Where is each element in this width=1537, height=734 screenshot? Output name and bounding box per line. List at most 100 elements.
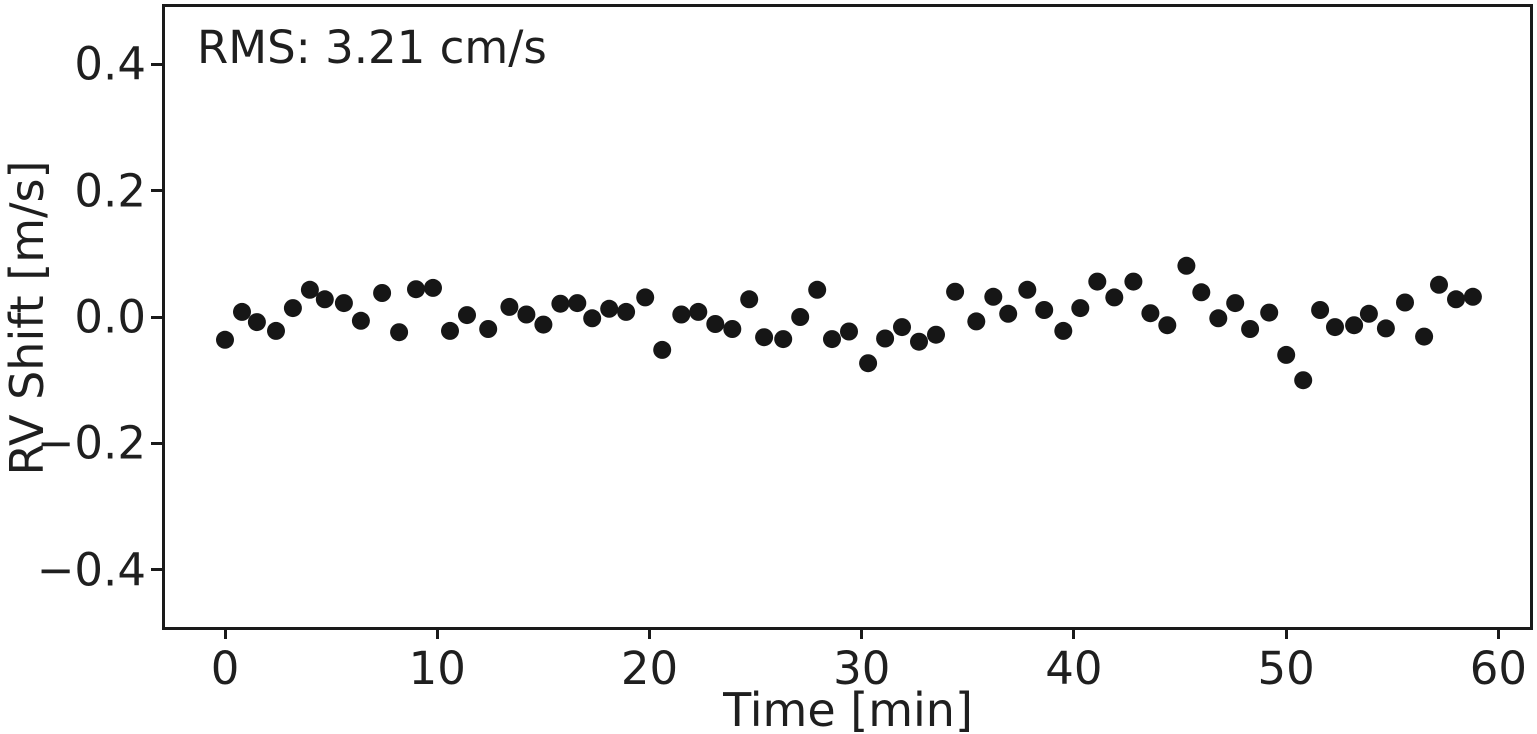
data-point [859, 354, 878, 373]
data-point [1158, 316, 1177, 335]
data-point [583, 309, 602, 328]
data-point [740, 290, 759, 309]
scatter-points-layer [216, 256, 1482, 390]
x-tick-label: 10 [408, 642, 466, 695]
data-point [216, 330, 234, 349]
data-point [441, 321, 459, 340]
data-point [1430, 275, 1448, 294]
data-point [967, 312, 986, 331]
y-tick-label: 0.4 [74, 37, 146, 91]
x-tick-mark [223, 628, 227, 639]
data-point [479, 320, 498, 338]
data-point [334, 294, 353, 313]
y-tick-label: 0.0 [74, 290, 146, 344]
x-axis-label: Time [min] [723, 683, 973, 734]
data-point [1260, 303, 1279, 322]
data-point [283, 299, 302, 318]
data-point [653, 340, 672, 359]
data-point [315, 290, 334, 309]
data-point [1105, 288, 1124, 307]
x-tick-mark [1072, 628, 1076, 639]
data-point [927, 325, 945, 344]
data-point [1277, 345, 1296, 364]
x-tick-label: 60 [1469, 642, 1528, 695]
data-point [1141, 304, 1160, 323]
data-point [500, 297, 519, 316]
x-tick-label: 0 [210, 642, 240, 695]
data-point [267, 321, 285, 340]
data-point [1447, 290, 1465, 309]
data-point [755, 328, 774, 347]
data-point [946, 282, 965, 301]
data-point [706, 315, 725, 333]
data-point [1294, 371, 1313, 390]
data-point [1345, 316, 1364, 335]
data-point [1241, 320, 1260, 338]
x-tick-label: 30 [833, 642, 891, 695]
data-point [840, 322, 858, 341]
data-point [233, 302, 251, 321]
x-tick-mark [647, 628, 651, 639]
data-point [876, 329, 895, 348]
data-point [551, 294, 570, 313]
data-point [1124, 272, 1143, 291]
data-point [636, 288, 655, 307]
x-tick-label: 50 [1257, 642, 1315, 695]
data-point [617, 302, 636, 321]
data-point [823, 330, 841, 349]
x-tick-mark [1496, 628, 1500, 639]
data-point [1226, 294, 1245, 313]
y-tick-label: −0.4 [36, 543, 146, 597]
data-point [689, 302, 708, 321]
data-point [999, 304, 1018, 323]
y-tick-mark [151, 441, 162, 445]
data-point [723, 320, 742, 338]
data-point [534, 315, 553, 334]
data-point [1054, 321, 1073, 340]
data-point [1177, 256, 1196, 275]
data-point [568, 294, 587, 313]
data-point [390, 323, 409, 342]
data-point [1071, 299, 1090, 318]
data-point [300, 280, 319, 299]
data-point [1376, 319, 1395, 338]
y-tick-mark [151, 315, 162, 319]
data-point [517, 305, 536, 324]
data-point [791, 308, 810, 326]
x-tick-mark [1284, 628, 1288, 639]
data-point [407, 280, 425, 299]
x-tick-label: 40 [1045, 642, 1103, 695]
data-point [1035, 301, 1054, 319]
data-point [600, 299, 619, 318]
y-tick-mark [151, 62, 162, 66]
data-point [910, 332, 928, 351]
x-tick-label: 20 [620, 642, 679, 695]
data-point [424, 278, 442, 297]
y-axis-label: RV Shift [m/s] [0, 160, 54, 476]
data-point [984, 287, 1003, 306]
data-point [672, 305, 691, 324]
data-point [1018, 280, 1037, 299]
y-tick-mark [151, 568, 162, 572]
data-point [1311, 301, 1330, 319]
data-point [1209, 309, 1228, 328]
data-point [1192, 283, 1211, 302]
data-point [1396, 293, 1414, 312]
x-tick-mark [860, 628, 864, 639]
x-tick-mark [435, 628, 439, 639]
rms-annotation: RMS: 3.21 cm/s [197, 21, 547, 74]
data-point [774, 330, 793, 349]
y-tick-label: −0.2 [36, 416, 146, 470]
data-point [351, 311, 370, 330]
plot-area: RMS: 3.21 cm/s [162, 4, 1533, 630]
data-point [808, 280, 827, 299]
data-point [247, 313, 266, 332]
data-point [1088, 272, 1107, 291]
data-point [1415, 327, 1434, 346]
data-point [373, 284, 392, 302]
data-point [893, 318, 911, 337]
y-tick-mark [151, 189, 162, 193]
data-point [1326, 318, 1344, 337]
y-tick-label: 0.2 [74, 164, 146, 218]
